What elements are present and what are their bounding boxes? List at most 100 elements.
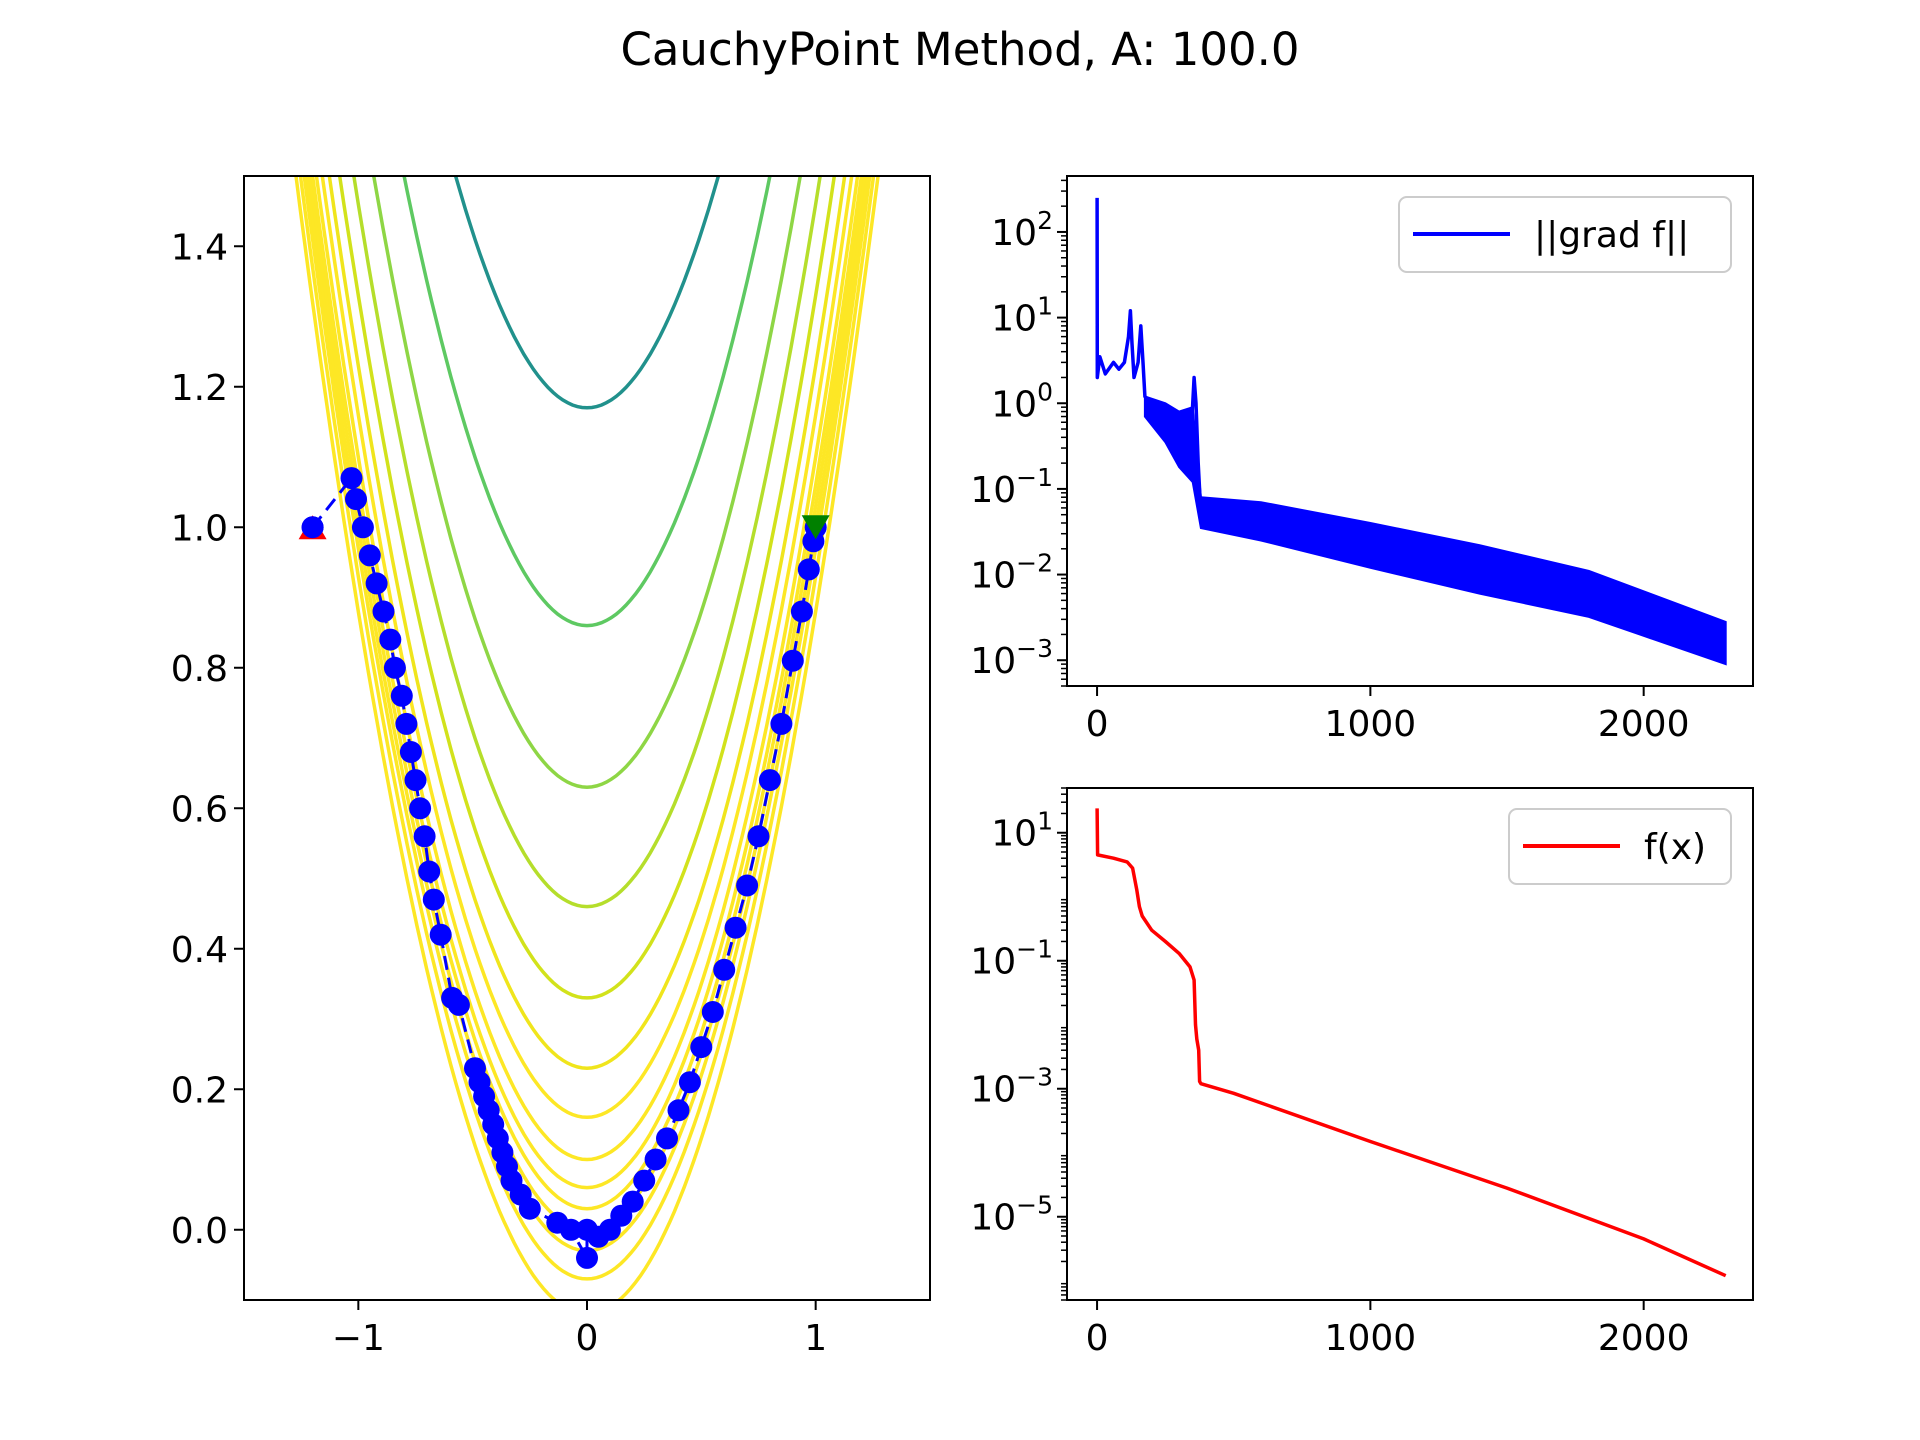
y-tick-label: 0.4 <box>171 930 228 971</box>
series-line <box>1095 808 1727 1278</box>
grad-x-axis: 0 1000 2000 <box>1086 686 1690 745</box>
grad-legend-label: ||grad f|| <box>1534 215 1689 256</box>
grad-legend: ||grad f|| <box>1398 196 1732 273</box>
contour-x-axis: −1 0 1 <box>332 1300 827 1359</box>
path-point <box>399 741 422 763</box>
x-tick-label: 1 <box>804 1318 827 1359</box>
grad-axes-frame <box>1066 175 1754 687</box>
path-point <box>422 888 445 911</box>
grad-norm-series <box>1095 197 1727 666</box>
path-point <box>409 797 432 820</box>
grad-y-axis: 10−3 10−2 10−1 100 101 102 <box>970 179 1067 687</box>
y-tick-label: 0.6 <box>171 789 228 830</box>
path-point <box>351 516 374 539</box>
path-point <box>790 600 813 623</box>
path-point <box>747 825 770 848</box>
path-point <box>379 628 402 651</box>
path-point <box>621 1190 644 1213</box>
y-tick-label: 0.0 <box>171 1211 228 1252</box>
contour-level-13 <box>453 176 721 410</box>
path-point <box>340 467 363 490</box>
optimization-path <box>298 467 830 1269</box>
y-tick-label: 10−3 <box>970 634 1053 682</box>
x-tick-label: 0 <box>1086 704 1109 745</box>
path-point <box>576 1246 598 1269</box>
contour-level-7 <box>320 176 854 1120</box>
y-tick-label: 10−2 <box>970 549 1053 597</box>
y-tick-label: 1.4 <box>171 227 228 268</box>
grad-norm-subplot: 0 1000 2000 10−3 10−2 10−1 100 101 102 ||grad f… <box>970 175 1754 745</box>
path-point <box>656 1127 678 1150</box>
y-tick-label: 10−3 <box>970 1063 1053 1111</box>
path-point <box>358 544 381 567</box>
path-point <box>301 516 324 539</box>
fx-series <box>1095 808 1727 1278</box>
y-tick-label: 10−1 <box>970 935 1053 983</box>
path-point <box>404 769 427 792</box>
grad-legend-box <box>1398 196 1732 273</box>
path-point <box>372 600 395 623</box>
path-point <box>413 825 436 848</box>
fx-y-axis: 10−5 10−3 10−1 101 <box>970 787 1067 1301</box>
contour-level-11 <box>371 176 803 789</box>
path-point <box>383 656 406 679</box>
path-point <box>429 923 452 946</box>
path-point <box>770 712 793 735</box>
path-point <box>560 1218 582 1241</box>
contour-level-6 <box>314 176 860 1162</box>
contour-level-9 <box>337 176 837 1000</box>
y-tick-label: 101 <box>991 292 1053 340</box>
path-point <box>518 1197 541 1220</box>
x-tick-label: −1 <box>332 1318 385 1359</box>
contour-level-12 <box>402 176 772 628</box>
fx-x-axis: 0 1000 2000 <box>1086 1300 1690 1359</box>
x-tick-label: 1000 <box>1325 704 1417 745</box>
path-point <box>633 1169 656 1192</box>
path-point <box>418 860 441 883</box>
path-point <box>667 1099 690 1122</box>
path-point <box>447 993 470 1016</box>
y-tick-label: 10−5 <box>970 1191 1053 1239</box>
contour-level-8 <box>327 176 847 1070</box>
y-tick-label: 101 <box>991 807 1053 855</box>
path-point <box>678 1071 701 1094</box>
series-line <box>1095 197 1726 631</box>
y-tick-label: 10−1 <box>970 463 1053 511</box>
contour-level-10 <box>352 176 822 909</box>
path-point <box>390 684 413 707</box>
path-point <box>797 558 820 581</box>
x-tick-label: 0 <box>576 1318 599 1359</box>
x-tick-label: 2000 <box>1598 1318 1690 1359</box>
contour-y-axis: 0.0 0.2 0.4 0.6 0.8 1.0 1.2 1.4 <box>171 227 244 1252</box>
fx-subplot: 0 1000 2000 10−5 10−3 10−1 101 f(x) <box>970 787 1754 1359</box>
path-point <box>395 712 418 735</box>
x-tick-label: 2000 <box>1598 704 1690 745</box>
fx-legend-label: f(x) <box>1644 827 1706 868</box>
x-tick-label: 0 <box>1086 1318 1109 1359</box>
contour-level-1 <box>298 176 876 1281</box>
contour-level-4 <box>307 176 867 1211</box>
path-point <box>736 874 759 897</box>
path-point <box>724 916 747 939</box>
contour-level-0 <box>294 176 880 1300</box>
y-tick-label: 0.8 <box>171 649 228 690</box>
path-point <box>644 1148 667 1171</box>
fx-legend: f(x) <box>1508 808 1732 885</box>
path-point <box>345 488 367 511</box>
path-point <box>365 572 388 595</box>
y-tick-label: 1.2 <box>171 368 228 409</box>
contour-level-5 <box>310 176 864 1190</box>
path-point <box>690 1036 713 1059</box>
y-tick-label: 1.0 <box>171 508 228 549</box>
path-point <box>701 1001 724 1023</box>
path-point <box>781 649 804 672</box>
y-tick-label: 100 <box>991 377 1053 425</box>
figure-title: CauchyPoint Method, A: 100.0 <box>620 23 1299 76</box>
y-tick-label: 0.2 <box>171 1070 228 1111</box>
x-tick-label: 1000 <box>1325 1318 1417 1359</box>
contour-subplot: −1 0 1 0.0 0.2 0.4 0.6 0.8 1.0 1.2 1.4 <box>171 175 931 1359</box>
y-tick-label: 102 <box>991 206 1053 254</box>
end-marker <box>801 515 830 540</box>
path-point <box>758 769 781 792</box>
